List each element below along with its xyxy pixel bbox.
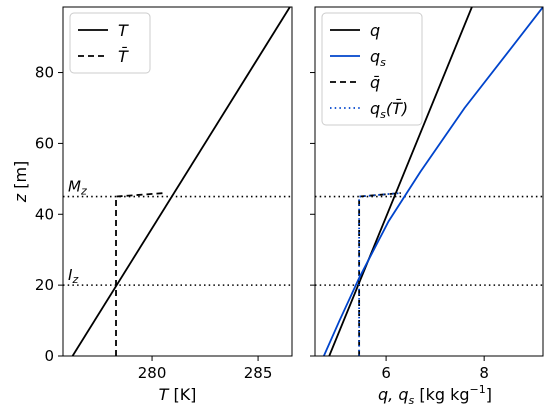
- legend-box: [69, 12, 151, 74]
- plot-area: [63, 7, 292, 356]
- series-line: [358, 192, 401, 356]
- x-tick-label: 280: [138, 364, 167, 382]
- x-axis-label: T [K]: [159, 385, 197, 404]
- legend-label-part: T̄: [118, 47, 129, 66]
- x-axis-label-part: [kg kg: [414, 385, 469, 404]
- legend-label-part: q̄: [370, 73, 380, 92]
- x-axis-label-part: q, q: [378, 385, 408, 404]
- y-tick-label: 20: [35, 276, 54, 294]
- series-line: [115, 192, 165, 356]
- axes-frame: [314, 6, 544, 357]
- x-tick-label: 8: [479, 364, 489, 382]
- y-tick-label: 60: [35, 134, 54, 152]
- y-tick-label: 0: [44, 347, 54, 365]
- y-tick-label: 80: [35, 64, 54, 82]
- axes-frame: [62, 6, 293, 357]
- annotation-main: I: [68, 266, 73, 284]
- y-axis-label: z [m]: [11, 161, 30, 204]
- series-line: [71, 7, 291, 356]
- x-axis-label-part: ]: [486, 385, 492, 404]
- plot-area: [315, 7, 543, 356]
- x-tick-label: 285: [244, 364, 273, 382]
- legend-label: T: [118, 21, 129, 40]
- legend-label-part: T: [118, 21, 129, 40]
- legend-label: q̄: [370, 73, 380, 92]
- annotation-sub: z: [71, 273, 78, 286]
- x-axis-label-part: s: [409, 394, 415, 407]
- x-axis-label: q, qs [kg kg−1]: [378, 383, 492, 407]
- y-axis-label-part: [m]: [11, 161, 30, 194]
- x-tick-label: 6: [381, 364, 391, 382]
- legend-label-part: s: [380, 56, 386, 69]
- annotation-main: M: [68, 178, 81, 196]
- legend-label-part: (T̄): [386, 99, 408, 118]
- y-tick-label: 40: [35, 205, 54, 223]
- x-axis-label-part: T: [159, 385, 170, 404]
- series-line: [328, 7, 473, 356]
- legend-label: qs: [370, 47, 386, 69]
- legend-box: [321, 12, 423, 126]
- y-axis-label-part: z: [11, 193, 30, 203]
- series-line: [358, 192, 401, 356]
- x-axis-label-part: [K]: [168, 385, 196, 404]
- legend-label-part: s: [380, 108, 386, 121]
- annotation-label: Iz: [68, 266, 78, 286]
- legend-label-part: q: [370, 99, 380, 118]
- legend-label-part: q: [370, 47, 380, 66]
- annotation-label: Mz: [68, 178, 87, 198]
- x-axis-label-part: −1: [470, 383, 486, 396]
- legend-label: q: [370, 21, 380, 40]
- legend-label-part: q: [370, 21, 380, 40]
- legend-label: qs(T̄): [370, 99, 408, 121]
- legend-label: T̄: [118, 47, 129, 66]
- series-line: [323, 7, 543, 356]
- annotation-sub: z: [80, 185, 87, 198]
